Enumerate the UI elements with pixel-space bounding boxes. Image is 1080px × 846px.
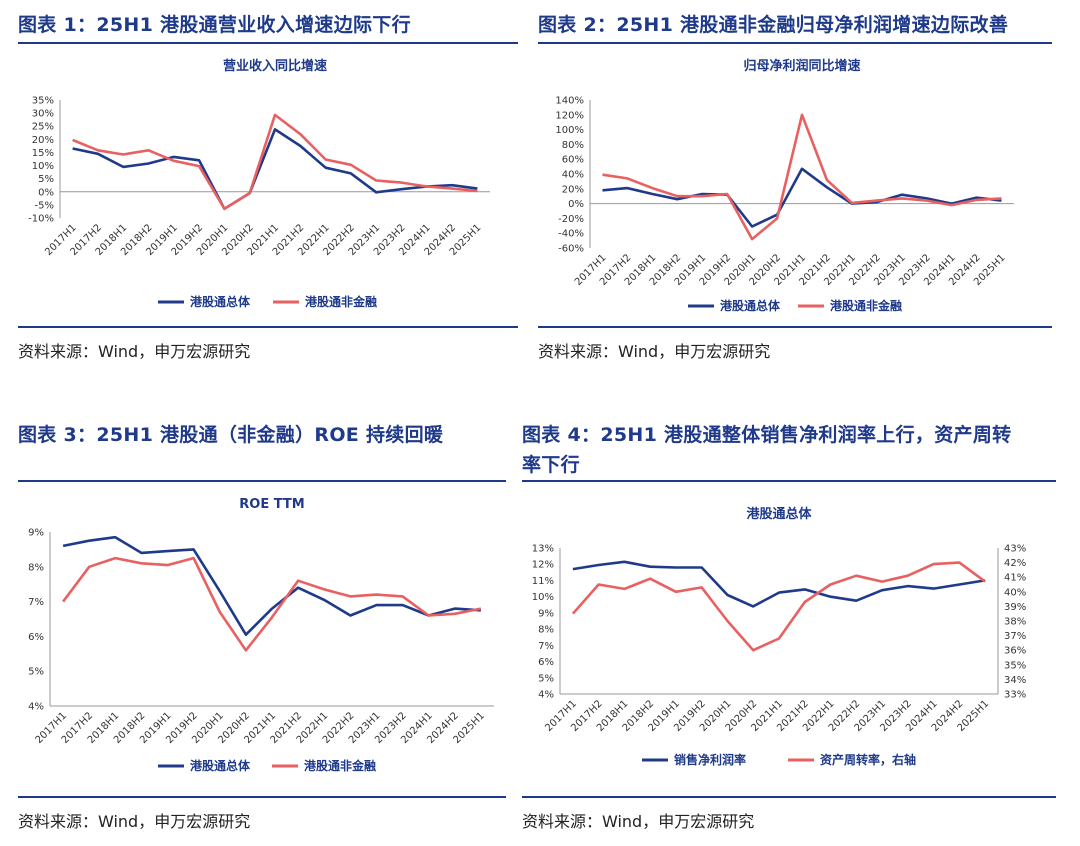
chart-margin-turnover: 港股通总体 4% 5% 6% 7% 8% 9% 10% 11% 12% 13% 33% 34% 35% 36… <box>532 506 1026 767</box>
source-rule <box>522 796 1056 798</box>
y-tick-label: 13% <box>532 544 554 555</box>
panel-title-line-1: 图表 4：25H1 港股通整体销售净利润率上行，资产周转 <box>522 424 1012 446</box>
source-note: 资料来源：Wind，申万宏源研究 <box>538 342 771 361</box>
chart-title: 归母净利润同比增速 <box>743 58 860 74</box>
y-tick-label: 9% <box>538 608 554 619</box>
y-tick-label: 5% <box>28 667 44 678</box>
y2-tick-label: 43% <box>1004 544 1026 555</box>
panel-4: 图表 4：25H1 港股通整体销售净利润率上行，资产周转 率下行 港股通总体 4%… <box>522 418 1056 838</box>
y2-tick-label: 35% <box>1004 660 1026 671</box>
legend-label: 港股通非金融 <box>305 294 377 309</box>
y-tick-label: 80% <box>562 140 584 151</box>
panel-1: 图表 1：25H1 港股通营业收入增速边际下行 营业收入同比增速 -10% -5% 0… <box>18 8 518 368</box>
source-rule <box>18 326 518 328</box>
legend-label: 资产周转率，右轴 <box>820 752 916 767</box>
panel-title-line-2: 率下行 <box>522 454 580 476</box>
title-rule <box>18 480 506 482</box>
y2-tick-label: 39% <box>1004 602 1026 613</box>
y-tick-label: 100% <box>555 125 584 136</box>
y-tick-label: 10% <box>32 161 54 172</box>
legend-label: 港股通非金融 <box>830 298 902 313</box>
y-tick-label: 4% <box>538 690 554 701</box>
y-tick-label: 15% <box>32 148 54 159</box>
series-line-red <box>602 113 1002 241</box>
y-tick-label: 12% <box>532 560 554 571</box>
panel-title: 图表 1：25H1 港股通营业收入增速边际下行 <box>18 14 411 36</box>
y2-tick-label: 33% <box>1004 690 1026 701</box>
chart-title: 营业收入同比增速 <box>223 58 327 74</box>
y-tick-label: -5% <box>35 200 54 211</box>
y-tick-label: 35% <box>32 96 54 107</box>
source-note: 资料来源：Wind，申万宏源研究 <box>18 342 251 361</box>
y-tick-label: 7% <box>28 597 44 608</box>
y-tick-label: 0% <box>38 187 54 198</box>
y-tick-label: 140% <box>555 96 584 107</box>
y-tick-label: -10% <box>28 214 54 225</box>
y-tick-label: 120% <box>555 110 584 121</box>
y2-tick-label: 37% <box>1004 631 1026 642</box>
y-tick-label: 5% <box>538 673 554 684</box>
series-line-blue <box>62 535 481 636</box>
source-note: 资料来源：Wind，申万宏源研究 <box>18 812 251 831</box>
y2-tick-label: 38% <box>1004 617 1026 628</box>
y2-tick-label: 42% <box>1004 558 1026 569</box>
y-tick-label: 30% <box>32 109 54 120</box>
y-tick-label: 7% <box>538 641 554 652</box>
y-tick-label: 8% <box>28 562 44 573</box>
source-note: 资料来源：Wind，申万宏源研究 <box>522 812 755 831</box>
y-tick-label: 5% <box>38 174 54 185</box>
legend-label: 港股通总体 <box>190 294 251 309</box>
series-line-blue <box>572 560 986 608</box>
source-rule <box>538 326 1052 328</box>
panel-title: 图表 3：25H1 港股通（非金融）ROE 持续回暖 <box>18 424 444 446</box>
y2-tick-label: 34% <box>1004 675 1026 686</box>
title-rule <box>522 480 1056 482</box>
series-line-blue <box>602 167 1002 228</box>
y2-tick-label: 40% <box>1004 587 1026 598</box>
chart-title: 港股通总体 <box>746 506 812 522</box>
series-line-blue <box>72 128 478 211</box>
y-tick-label: 9% <box>28 528 44 539</box>
y-tick-label: 4% <box>28 702 44 713</box>
y-tick-label: 40% <box>562 170 584 181</box>
y-tick-label: -20% <box>558 214 584 225</box>
y2-tick-label: 36% <box>1004 646 1026 657</box>
series-line-red <box>62 556 482 652</box>
y-tick-label: 20% <box>32 135 54 146</box>
legend-label: 港股通总体 <box>190 758 251 773</box>
y-tick-label: 0% <box>568 199 584 210</box>
y-tick-label: 8% <box>538 625 554 636</box>
title-rule <box>18 42 518 44</box>
chart-revenue-growth: 营业收入同比增速-10%-5%0%5%10%15%20%25%30%35%201… <box>28 58 490 309</box>
y-tick-label: 6% <box>28 632 44 643</box>
series-line-red <box>72 113 478 211</box>
legend-label: 港股通非金融 <box>304 758 376 773</box>
y-tick-label: 11% <box>532 576 554 587</box>
panel-3: 图表 3：25H1 港股通（非金融）ROE 持续回暖 ROE TTM 4% 5% 6%… <box>18 418 506 838</box>
chart-roe-ttm: ROE TTM4%5%6%7%8%9%2017H12017H22018H1201… <box>28 497 494 773</box>
series-line-red <box>571 561 986 652</box>
title-rule <box>538 42 1052 44</box>
y-tick-label: 25% <box>32 122 54 133</box>
legend-label: 港股通总体 <box>720 298 781 313</box>
panel-title: 图表 2：25H1 港股通非金融归母净利润增速边际改善 <box>538 14 1009 36</box>
y-tick-label: -40% <box>558 229 584 240</box>
y-tick-label: 60% <box>562 155 584 166</box>
y-tick-label: 10% <box>532 592 554 603</box>
y-tick-label: 20% <box>562 184 584 195</box>
y2-tick-label: 41% <box>1004 573 1026 584</box>
y-tick-label: 6% <box>538 657 554 668</box>
y-tick-label: -60% <box>558 244 584 255</box>
source-rule <box>18 796 506 798</box>
legend-label: 销售净利润率 <box>674 752 746 767</box>
panel-2: 图表 2：25H1 港股通非金融归母净利润增速边际改善 归母净利润同比增速 -60… <box>538 8 1052 368</box>
chart-title: ROE TTM <box>239 497 304 512</box>
chart-net-profit-growth: 归母净利润同比增速 -60% -40% -20% 0% 20% 40% 60% 80% 100% 1… <box>555 58 1014 313</box>
